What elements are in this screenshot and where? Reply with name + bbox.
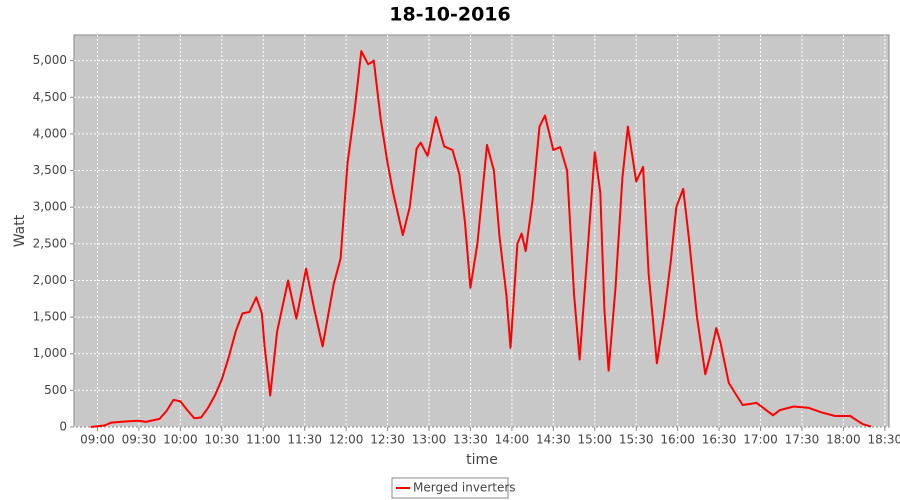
x-tick-label: 16:30 bbox=[702, 433, 737, 447]
y-tick-label: 1,000 bbox=[33, 346, 67, 360]
y-tick-label: 1,500 bbox=[33, 310, 67, 324]
legend-label: Merged inverters bbox=[413, 481, 516, 495]
x-tick-label: 09:30 bbox=[122, 433, 157, 447]
y-tick-label: 3,500 bbox=[33, 163, 67, 177]
x-tick-label: 15:00 bbox=[577, 433, 612, 447]
x-tick-label: 14:30 bbox=[536, 433, 571, 447]
y-tick-label: 5,000 bbox=[33, 53, 67, 67]
y-axis-label: Watt bbox=[12, 214, 28, 247]
x-axis-label: time bbox=[466, 452, 498, 468]
x-tick-label: 10:30 bbox=[205, 433, 240, 447]
y-tick-label: 0 bbox=[59, 420, 67, 434]
x-tick-label: 15:30 bbox=[619, 433, 654, 447]
x-tick-label: 14:00 bbox=[495, 433, 530, 447]
x-tick-label: 13:00 bbox=[412, 433, 447, 447]
x-tick-label: 18:30 bbox=[868, 433, 900, 447]
data-line bbox=[90, 50, 872, 428]
x-tick-label: 17:00 bbox=[743, 433, 778, 447]
y-tick-label: 4,500 bbox=[33, 90, 67, 104]
x-tick-label: 12:30 bbox=[370, 433, 405, 447]
plot-area bbox=[73, 34, 890, 428]
y-tick-label: 4,000 bbox=[33, 126, 67, 140]
x-tick-label: 10:00 bbox=[163, 433, 198, 447]
x-tick-label: 11:00 bbox=[246, 433, 281, 447]
x-tick-label: 09:00 bbox=[80, 433, 115, 447]
x-tick-label: 11:30 bbox=[287, 433, 322, 447]
x-tick-label: 17:30 bbox=[785, 433, 820, 447]
x-tick-label: 16:00 bbox=[660, 433, 695, 447]
legend-box bbox=[391, 477, 509, 499]
x-tick-label: 12:00 bbox=[329, 433, 364, 447]
y-tick-label: 2,500 bbox=[33, 236, 67, 250]
y-tick-label: 2,000 bbox=[33, 273, 67, 287]
x-tick-label: 13:30 bbox=[453, 433, 488, 447]
y-tick-label: 500 bbox=[44, 383, 67, 397]
y-tick-label: 3,000 bbox=[33, 200, 67, 214]
chart-title: 18-10-2016 bbox=[389, 4, 511, 26]
x-tick-label: 18:00 bbox=[826, 433, 861, 447]
legend: Merged inverters bbox=[391, 477, 516, 499]
